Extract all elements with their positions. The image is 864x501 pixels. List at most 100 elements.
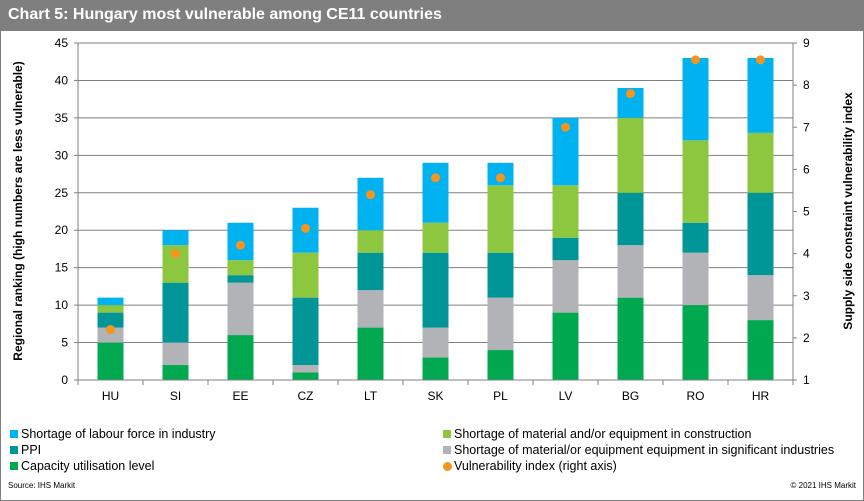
vulnerability-dot-bg	[626, 89, 635, 99]
bar-segment-ee	[227, 335, 254, 380]
bar-segment-hu	[97, 342, 124, 380]
bar-segment-ro	[682, 305, 709, 380]
bar-segment-lt	[357, 230, 384, 253]
x-tick-label-lv: LV	[559, 389, 573, 403]
bar-segment-ro	[682, 140, 709, 223]
x-tick-label-bg: BG	[622, 389, 639, 403]
y-tick-label: 10	[55, 298, 69, 312]
bar-segment-ee	[227, 282, 254, 336]
bar-segment-lv	[552, 185, 579, 238]
bar-segment-ro	[682, 57, 709, 141]
legend-swatch-icon	[10, 462, 18, 470]
vulnerability-dot-si	[171, 249, 180, 259]
bar-segment-cz	[292, 372, 319, 380]
y-axis-title: Regional ranking (high numbers are less …	[11, 61, 25, 360]
bar-segment-lt	[357, 327, 384, 380]
vulnerability-dot-lv	[561, 122, 570, 132]
legend-item-capacity: Capacity utilisation level	[10, 459, 154, 473]
bar-segment-pl	[487, 185, 514, 253]
y-tick-label: 30	[55, 148, 69, 162]
x-tick-label-lt: LT	[364, 389, 378, 403]
legend-item-construction: Shortage of material and/or equipment in…	[443, 427, 751, 441]
bar-segment-lt	[357, 252, 384, 291]
y2-tick-label: 7	[803, 120, 810, 134]
legend-label: Shortage of labour force in industry	[21, 427, 216, 441]
y-tick-label: 35	[55, 111, 69, 125]
bar-segment-bg	[617, 192, 644, 246]
y2-tick-label: 5	[803, 205, 810, 219]
bar-segment-sk	[422, 162, 449, 223]
x-tick-label-ee: EE	[232, 389, 248, 403]
vulnerability-dot-cz	[301, 223, 310, 233]
y2-tick-label: 6	[803, 162, 810, 176]
bar-segment-hr	[747, 132, 774, 193]
legend-item-significant-industries: Shortage of material/or equipment equipm…	[443, 443, 834, 457]
legend-swatch-icon	[10, 446, 18, 454]
y-tick-label: 25	[55, 186, 69, 200]
vulnerability-dot-ee	[236, 240, 245, 250]
title-bar: Chart 5: Hungary most vulnerable among C…	[0, 0, 864, 31]
bar-segment-lv	[552, 237, 579, 261]
vulnerability-dot-ro	[691, 55, 700, 65]
bars	[97, 57, 774, 380]
bar-segment-ee	[227, 260, 254, 276]
bar-segment-cz	[292, 252, 319, 298]
bar-segment-hu	[97, 305, 124, 313]
bar-segment-hu	[97, 297, 124, 306]
bar-segment-hr	[747, 192, 774, 276]
y2-tick-label: 9	[803, 36, 810, 50]
bar-segment-si	[162, 342, 189, 366]
copyright-note: © 2021 IHS Markit	[790, 481, 856, 490]
y-tick-label: 5	[61, 336, 68, 350]
bar-segment-bg	[617, 245, 644, 298]
x-tick-label-pl: PL	[493, 389, 508, 403]
bar-segment-hu	[97, 312, 124, 328]
legend-item-vulnerability: Vulnerability index (right axis)	[443, 459, 617, 473]
bar-segment-ro	[682, 252, 709, 306]
y2-axis-title: Supply side constraint vulnerability ind…	[841, 92, 855, 330]
legend-swatch-icon	[443, 446, 451, 454]
bar-segment-si	[162, 365, 189, 380]
y-tick-label: 0	[61, 373, 68, 387]
bar-segment-hr	[747, 275, 774, 321]
y2-tick-label: 1	[803, 373, 810, 387]
x-tick-label-sk: SK	[427, 389, 443, 403]
bar-segment-ee	[227, 275, 254, 283]
bar-segment-sk	[422, 327, 449, 358]
legend-swatch-icon	[443, 430, 451, 438]
bar-segment-cz	[292, 297, 319, 366]
vulnerability-dot-hu	[106, 324, 115, 334]
bar-segment-pl	[487, 252, 514, 298]
bar-segment-sk	[422, 357, 449, 380]
legend-label: Vulnerability index (right axis)	[454, 459, 617, 473]
bar-segment-sk	[422, 222, 449, 253]
bar-segment-hr	[747, 320, 774, 380]
x-tick-label-si: SI	[170, 389, 181, 403]
bar-segment-si	[162, 282, 189, 343]
bar-segment-cz	[292, 365, 319, 373]
bar-segment-pl	[487, 297, 514, 351]
x-tick-label-ro: RO	[687, 389, 705, 403]
x-tick-label-cz: CZ	[298, 389, 314, 403]
x-tick-label-hr: HR	[752, 389, 770, 403]
bar-segment-ro	[682, 222, 709, 253]
chart-title: Chart 5: Hungary most vulnerable among C…	[8, 6, 442, 23]
legend-swatch-icon	[10, 430, 18, 438]
y2-tick-label: 8	[803, 78, 810, 92]
source-note: Source: IHS Markit	[8, 481, 76, 490]
bar-segment-bg	[617, 117, 644, 193]
legend-label: Shortage of material/or equipment equipm…	[454, 443, 835, 457]
legend-dot-icon	[443, 462, 452, 471]
y-tick-label: 45	[55, 36, 69, 50]
y-tick-label: 40	[55, 73, 69, 87]
y2-tick-label: 3	[803, 289, 810, 303]
vulnerability-dot-lt	[366, 190, 375, 200]
bar-segment-si	[162, 230, 189, 246]
bar-segment-hr	[747, 57, 774, 133]
vulnerability-dot-hr	[756, 55, 765, 65]
y-tick-label: 20	[55, 223, 69, 237]
y2-tick-label: 4	[803, 247, 810, 261]
vulnerability-dot-pl	[496, 173, 505, 183]
